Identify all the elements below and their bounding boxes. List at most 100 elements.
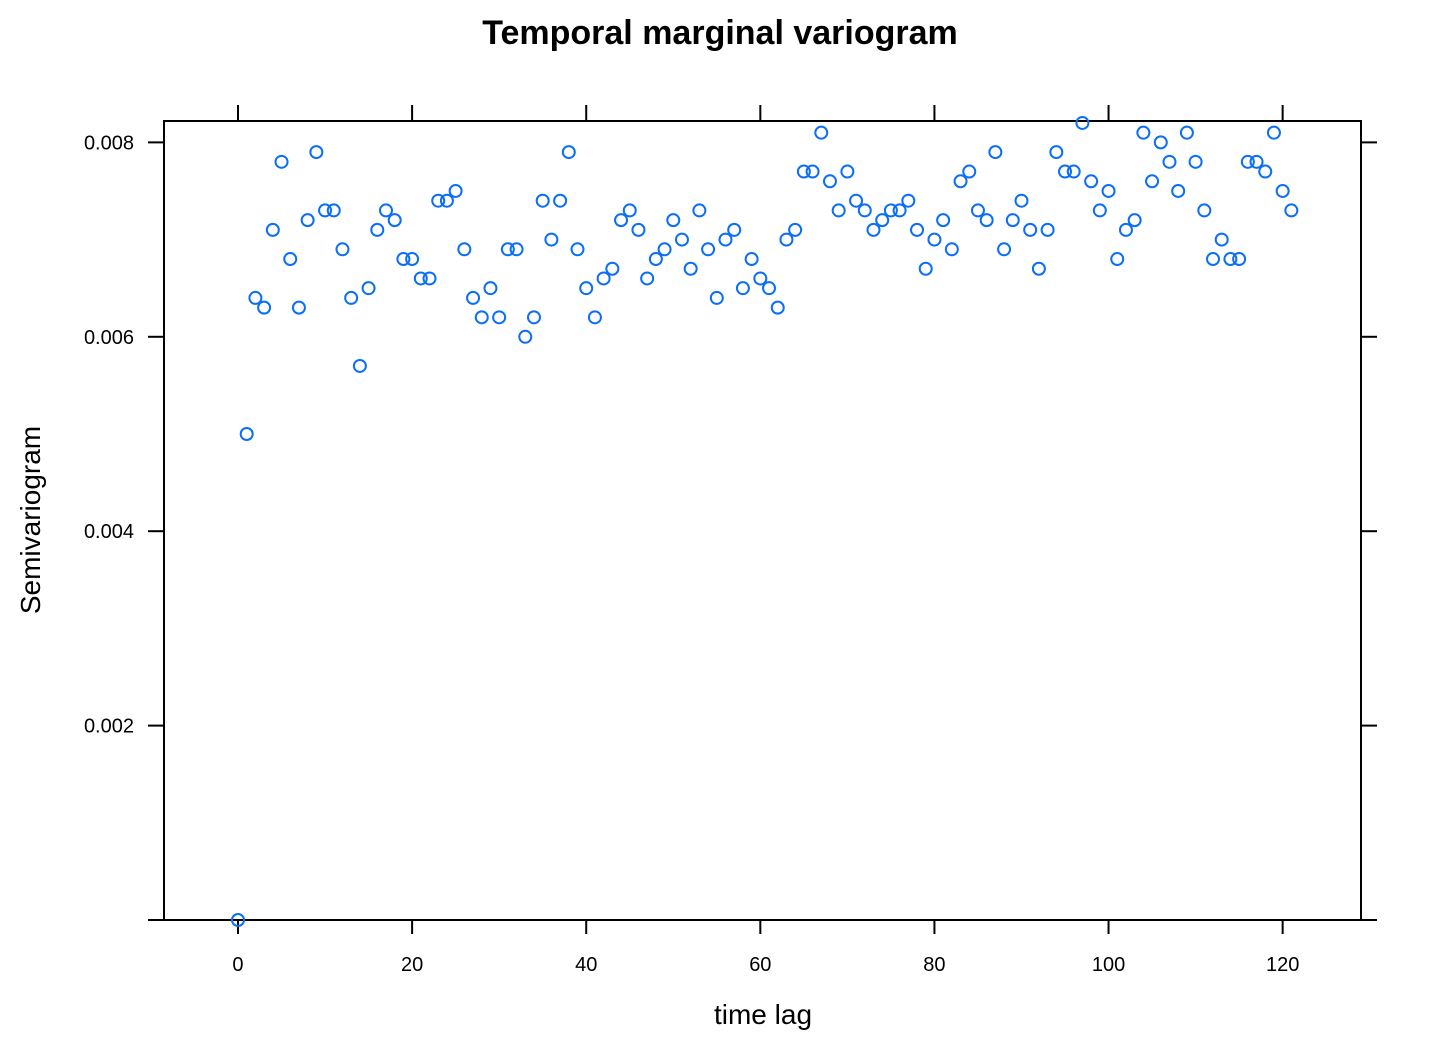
data-point: [526, 310, 541, 325]
data-point: [683, 261, 698, 276]
plot-frame: [163, 120, 1362, 921]
data-point: [1040, 222, 1055, 237]
y-axis: 0.002 0.004 0.006 0.008: [84, 132, 1377, 921]
data-point: [936, 213, 951, 228]
data-point: [248, 290, 263, 305]
data-point: [413, 271, 428, 286]
data-point: [466, 290, 481, 305]
data-point: [892, 203, 907, 218]
data-point: [622, 203, 637, 218]
data-point: [883, 203, 898, 218]
data-point: [422, 271, 437, 286]
data-point: [979, 213, 994, 228]
y-tick-label: 0.006: [84, 327, 134, 349]
data-point: [1258, 164, 1273, 179]
data-point: [1249, 154, 1264, 169]
x-tick-label: 0: [232, 954, 243, 976]
data-point: [605, 261, 620, 276]
data-point: [1206, 252, 1221, 267]
data-point: [1136, 125, 1151, 140]
data-point: [405, 252, 420, 267]
data-point: [944, 242, 959, 257]
data-point: [666, 213, 681, 228]
data-point: [910, 222, 925, 237]
data-point: [762, 281, 777, 296]
y-tick-label: 0.004: [84, 521, 134, 543]
x-tick-label: 20: [401, 954, 423, 976]
data-point: [997, 242, 1012, 257]
data-point: [796, 164, 811, 179]
data-point: [318, 203, 333, 218]
data-point: [1075, 115, 1090, 130]
data-point: [483, 281, 498, 296]
data-point: [831, 203, 846, 218]
data-point: [518, 329, 533, 344]
data-point: [857, 203, 872, 218]
y-tick-label: 0.002: [84, 716, 134, 738]
data-point: [840, 164, 855, 179]
data-point: [291, 300, 306, 315]
data-point: [1266, 125, 1281, 140]
data-point: [344, 290, 359, 305]
data-point: [300, 213, 315, 228]
data-point: [988, 145, 1003, 160]
data-point: [335, 242, 350, 257]
data-point: [326, 203, 341, 218]
data-point: [1223, 252, 1238, 267]
y-tick-label: 0.008: [84, 132, 134, 154]
data-point: [1023, 222, 1038, 237]
data-point: [309, 145, 324, 160]
data-point: [657, 242, 672, 257]
x-tick-label: 100: [1092, 954, 1125, 976]
data-point: [579, 281, 594, 296]
data-point: [1127, 213, 1142, 228]
data-point: [1240, 154, 1255, 169]
data-point: [230, 913, 245, 927]
data-point: [500, 242, 515, 257]
data-point: [570, 242, 585, 257]
data-point: [692, 203, 707, 218]
data-point: [561, 145, 576, 160]
data-point: [962, 164, 977, 179]
data-point: [544, 232, 559, 247]
data-point: [1179, 125, 1194, 140]
data-point: [378, 203, 393, 218]
data-point: [788, 222, 803, 237]
data-point: [239, 426, 254, 441]
data-point: [492, 310, 507, 325]
x-tick-label: 80: [923, 954, 945, 976]
data-point: [431, 193, 446, 208]
data-point: [970, 203, 985, 218]
data-point: [553, 193, 568, 208]
y-axis-label: Semivariogram: [15, 426, 46, 614]
data-point: [1188, 154, 1203, 169]
data-point: [1171, 183, 1186, 198]
data-point: [1214, 232, 1229, 247]
data-point: [448, 183, 463, 198]
data-point: [1005, 213, 1020, 228]
data-point: [901, 193, 916, 208]
data-point: [1101, 183, 1116, 198]
data-point: [1275, 183, 1290, 198]
data-point: [648, 252, 663, 267]
data-point: [866, 222, 881, 237]
data-point: [744, 252, 759, 267]
data-point: [1014, 193, 1029, 208]
data-point: [1066, 164, 1081, 179]
data-point: [265, 222, 280, 237]
data-point: [727, 222, 742, 237]
data-point: [1084, 174, 1099, 189]
data-point: [814, 125, 829, 140]
data-point: [283, 252, 298, 267]
data-point: [927, 232, 942, 247]
data-point: [779, 232, 794, 247]
x-axis-label: time lag: [714, 999, 812, 1030]
data-point: [1058, 164, 1073, 179]
data-point: [849, 193, 864, 208]
data-point: [1284, 203, 1299, 218]
data-point: [352, 358, 367, 373]
data-point: [953, 174, 968, 189]
data-point: [674, 232, 689, 247]
data-point: [274, 154, 289, 169]
